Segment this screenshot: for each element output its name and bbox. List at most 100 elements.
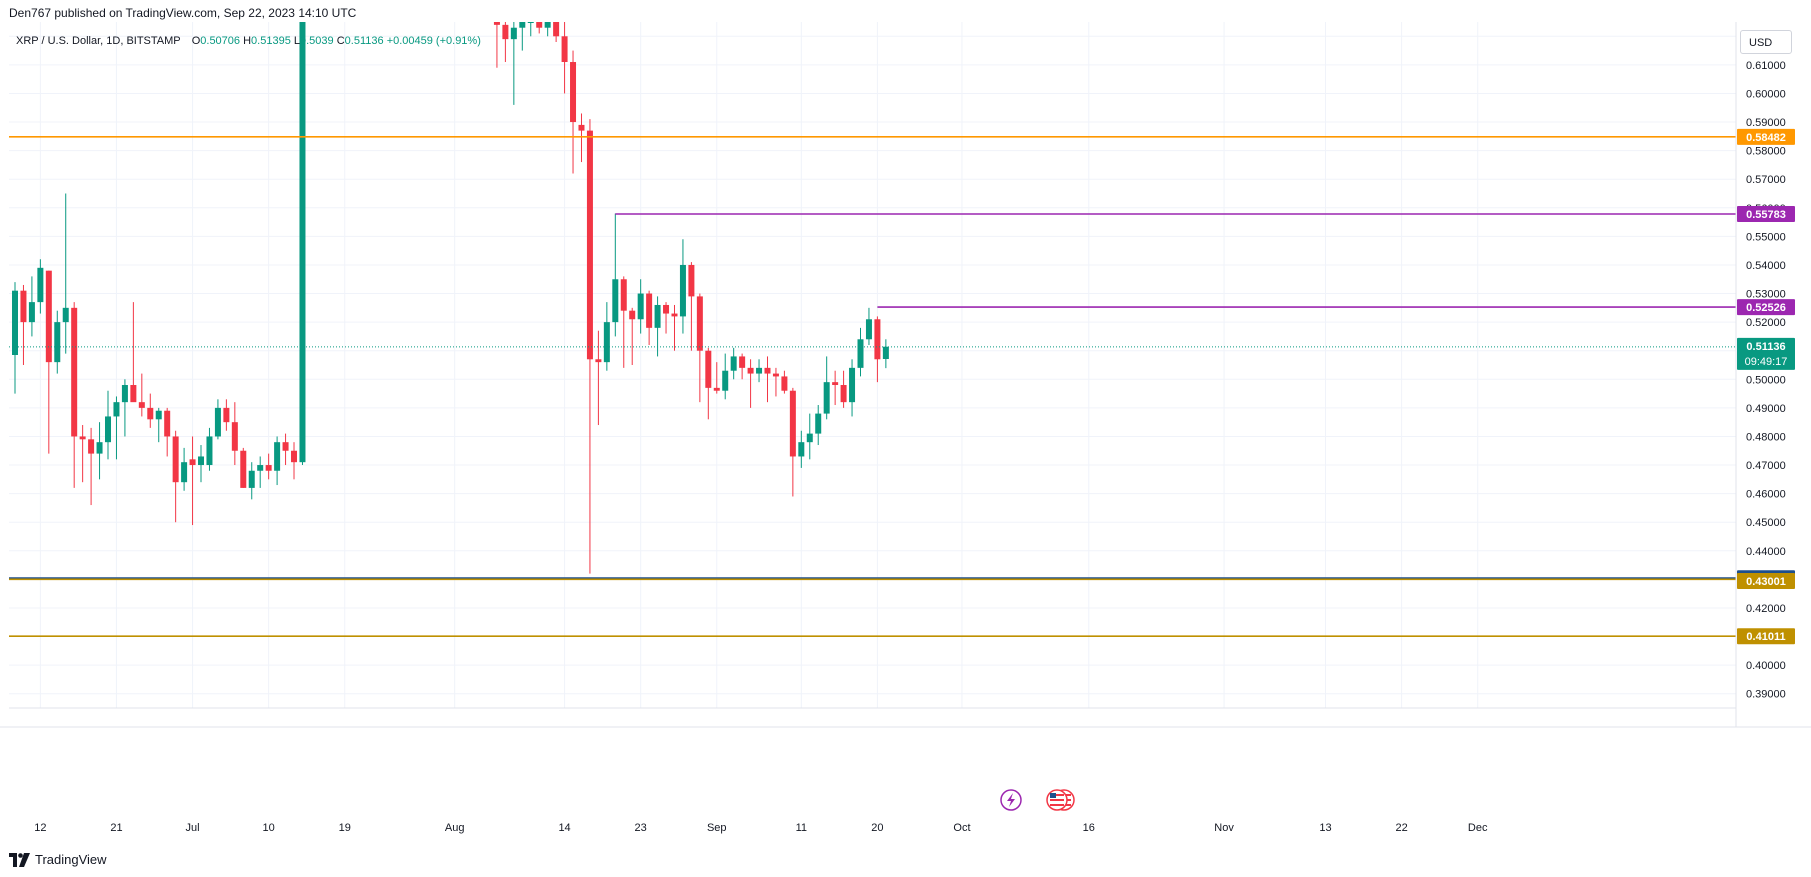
candle-body [223,407,230,423]
candle-down [164,407,171,457]
candle-body [806,433,813,443]
candle-down [832,370,839,406]
lightning-event-icon[interactable] [1000,789,1022,811]
candle-body [730,356,737,371]
tradingview-footer[interactable]: TradingView [9,852,107,867]
candle-body [88,439,95,454]
candle-body [291,450,298,463]
price-tag-purple-high-bg [1737,205,1795,222]
x-tick-label: 19 [339,822,351,834]
candle-down [265,453,272,480]
candle-body [282,442,289,451]
price-tag-orange-resistance: 0.58482 [1746,132,1786,144]
candle-body [789,390,796,457]
candle-body [172,436,179,483]
currency-selector[interactable]: USD [1740,30,1792,54]
flag-stripe [1050,799,1064,801]
candle-body [629,310,636,320]
candle-body [764,367,771,374]
candle-body [240,450,247,488]
candle-body [705,350,712,388]
candle-body [832,382,839,386]
y-tick-label: 0.39000 [1746,689,1786,701]
candle-up [865,307,872,345]
y-tick-label: 0.59000 [1746,117,1786,129]
y-tick-label: 0.44000 [1746,546,1786,558]
y-tick-label: 0.46000 [1746,489,1786,501]
candle-body [747,367,754,374]
y-tick-label: 0.45000 [1746,517,1786,529]
open-value: 0.50706 [200,35,241,47]
candle-up [849,359,856,417]
candle-body [637,293,644,320]
flag-stripe [1050,804,1064,806]
y-tick-label: 0.52000 [1746,317,1786,329]
candle-up [882,339,889,369]
candle-up [12,282,18,394]
y-tick-label: 0.58000 [1746,146,1786,158]
candle-body [612,279,619,323]
candle-up [299,22,306,466]
candle-body [739,356,746,368]
price-tag-gold-support-bg [1737,628,1795,645]
candle-body [121,385,128,403]
candle-body [138,402,145,408]
candle-down [291,442,298,480]
y-tick-label: 0.47000 [1746,460,1786,472]
candle-down [189,436,196,526]
candle-down [629,307,636,365]
candle-down [88,427,95,506]
candle-body [696,296,703,351]
price-tag-purple-mid: 0.52526 [1746,302,1786,314]
candle-up [798,430,805,468]
candle-up [637,279,644,334]
candle-body [874,319,881,360]
high-label: H [243,35,252,47]
grid [9,22,1736,708]
candle-body [164,410,171,437]
y-tick-label: 0.42000 [1746,603,1786,615]
candle-body [45,270,52,363]
candle-up [198,445,205,483]
open-label: O [191,35,201,47]
candle-up [519,22,526,51]
candle-body [248,470,255,488]
y-tick-label: 0.55000 [1746,231,1786,243]
candle-body [713,387,720,391]
candle-up [37,259,44,314]
candle-down [553,22,560,43]
x-tick-label: Jul [186,822,200,834]
y-tick-label: 0.48000 [1746,431,1786,443]
candle-body [62,307,69,323]
candle-body [519,22,526,28]
y-tick-label: 0.61000 [1746,60,1786,72]
candle-down [595,330,602,426]
candle-down [713,362,720,394]
candle-body [654,304,661,328]
candle-down [493,22,500,68]
candle-body [37,267,44,303]
y-tick-label: 0.50000 [1746,374,1786,386]
candle-body [130,385,137,403]
candle-up [722,353,729,400]
candle-body [595,359,602,363]
candle-down [586,119,593,574]
candle-body [688,264,695,297]
candle-body [865,319,872,340]
candle-body [265,465,272,471]
candle-up [823,356,830,420]
candle-body [155,410,162,420]
candle-down [646,290,653,345]
candle-body [722,370,729,391]
candle-up [756,359,763,383]
x-tick-label: 16 [1083,822,1095,834]
candle-down [223,399,230,431]
candle-body [105,416,112,443]
flag-canton [1050,793,1056,798]
price-tag-olive-support-bg [1737,573,1795,590]
candle-up [113,396,120,460]
candle-down [781,370,788,394]
us-flag-event-icon[interactable] [1046,789,1075,811]
candle-down [71,302,78,488]
